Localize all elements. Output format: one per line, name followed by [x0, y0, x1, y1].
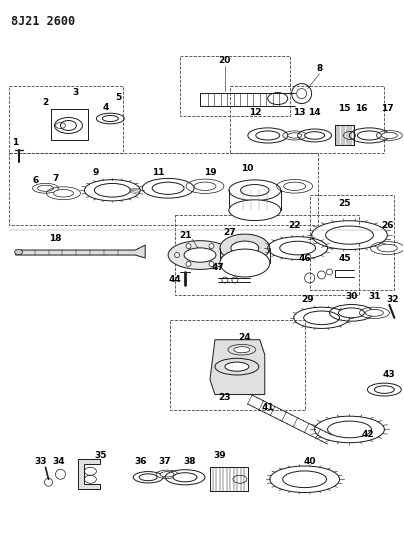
Ellipse shape [305, 132, 324, 139]
Ellipse shape [168, 241, 232, 269]
Text: 30: 30 [345, 293, 358, 301]
Bar [8, 154, 318, 225]
Ellipse shape [280, 241, 316, 255]
Ellipse shape [95, 183, 130, 197]
Text: 45: 45 [338, 254, 351, 263]
Circle shape [209, 244, 214, 248]
Ellipse shape [256, 131, 280, 140]
Ellipse shape [231, 241, 259, 255]
Ellipse shape [375, 386, 394, 393]
Ellipse shape [304, 311, 339, 325]
Polygon shape [78, 459, 100, 489]
Text: 25: 25 [338, 199, 351, 208]
Polygon shape [16, 245, 145, 258]
Ellipse shape [220, 249, 270, 277]
Text: 14: 14 [308, 108, 321, 117]
Ellipse shape [15, 249, 23, 255]
Text: 5: 5 [115, 93, 122, 102]
Ellipse shape [160, 472, 174, 477]
Circle shape [209, 262, 214, 266]
Text: 3: 3 [72, 88, 78, 97]
Ellipse shape [283, 471, 326, 488]
Text: 6: 6 [32, 176, 39, 185]
Text: 39: 39 [214, 451, 226, 460]
Ellipse shape [358, 131, 381, 140]
Ellipse shape [61, 120, 76, 131]
Text: 21: 21 [179, 231, 191, 240]
Ellipse shape [53, 189, 74, 197]
Text: 38: 38 [184, 457, 196, 466]
Text: 12: 12 [248, 108, 261, 117]
Ellipse shape [339, 308, 364, 318]
Bar [180, 56, 290, 116]
Text: 31: 31 [368, 293, 381, 301]
Circle shape [221, 253, 225, 257]
Text: 18: 18 [49, 233, 62, 243]
Ellipse shape [194, 182, 216, 190]
Ellipse shape [366, 310, 383, 316]
Text: 44: 44 [169, 276, 181, 285]
Text: 17: 17 [381, 104, 393, 113]
Text: 4: 4 [102, 103, 109, 112]
Ellipse shape [234, 346, 250, 353]
Text: 19: 19 [204, 168, 216, 177]
Ellipse shape [284, 182, 306, 190]
Text: 13: 13 [293, 108, 306, 117]
Text: 36: 36 [134, 457, 147, 466]
Text: 8J21 2600: 8J21 2600 [11, 15, 75, 28]
Text: 41: 41 [261, 403, 274, 412]
Ellipse shape [152, 182, 184, 195]
Circle shape [186, 262, 191, 266]
Bar [170, 320, 305, 409]
Text: 10: 10 [241, 164, 253, 173]
Text: 8: 8 [316, 64, 323, 73]
Ellipse shape [326, 226, 373, 244]
Ellipse shape [229, 200, 281, 221]
Bar [175, 215, 360, 295]
Ellipse shape [220, 234, 270, 262]
Bar [8, 86, 123, 154]
Text: 11: 11 [152, 168, 164, 177]
Text: 16: 16 [355, 104, 368, 113]
Ellipse shape [173, 473, 197, 482]
Text: 42: 42 [361, 430, 374, 439]
Text: 15: 15 [338, 104, 351, 113]
Circle shape [186, 244, 191, 248]
Text: 34: 34 [52, 457, 65, 466]
Text: 33: 33 [34, 457, 47, 466]
Text: 43: 43 [383, 370, 396, 379]
Ellipse shape [225, 362, 249, 371]
Text: 9: 9 [92, 168, 99, 177]
Ellipse shape [38, 185, 53, 191]
Bar [309, 195, 394, 290]
Circle shape [175, 253, 179, 257]
Text: 7: 7 [52, 174, 59, 183]
Polygon shape [210, 340, 265, 394]
Text: 24: 24 [238, 333, 251, 342]
Text: 29: 29 [301, 295, 314, 304]
Text: 37: 37 [159, 457, 171, 466]
Text: 27: 27 [223, 228, 236, 237]
Text: 40: 40 [303, 457, 316, 466]
Text: 23: 23 [219, 393, 231, 402]
Text: 32: 32 [386, 295, 399, 304]
Ellipse shape [139, 474, 157, 481]
Text: 22: 22 [288, 221, 301, 230]
Ellipse shape [288, 133, 302, 138]
Text: 1: 1 [13, 138, 19, 147]
Text: 46: 46 [298, 254, 311, 263]
Ellipse shape [102, 116, 118, 122]
Text: 47: 47 [212, 263, 224, 272]
Text: 35: 35 [94, 451, 107, 460]
Ellipse shape [381, 132, 397, 139]
Text: 2: 2 [42, 98, 48, 107]
Text: 26: 26 [381, 221, 393, 230]
Bar [230, 86, 384, 154]
Ellipse shape [328, 421, 371, 438]
Ellipse shape [184, 248, 216, 262]
Ellipse shape [377, 244, 397, 252]
Text: 20: 20 [219, 56, 231, 65]
